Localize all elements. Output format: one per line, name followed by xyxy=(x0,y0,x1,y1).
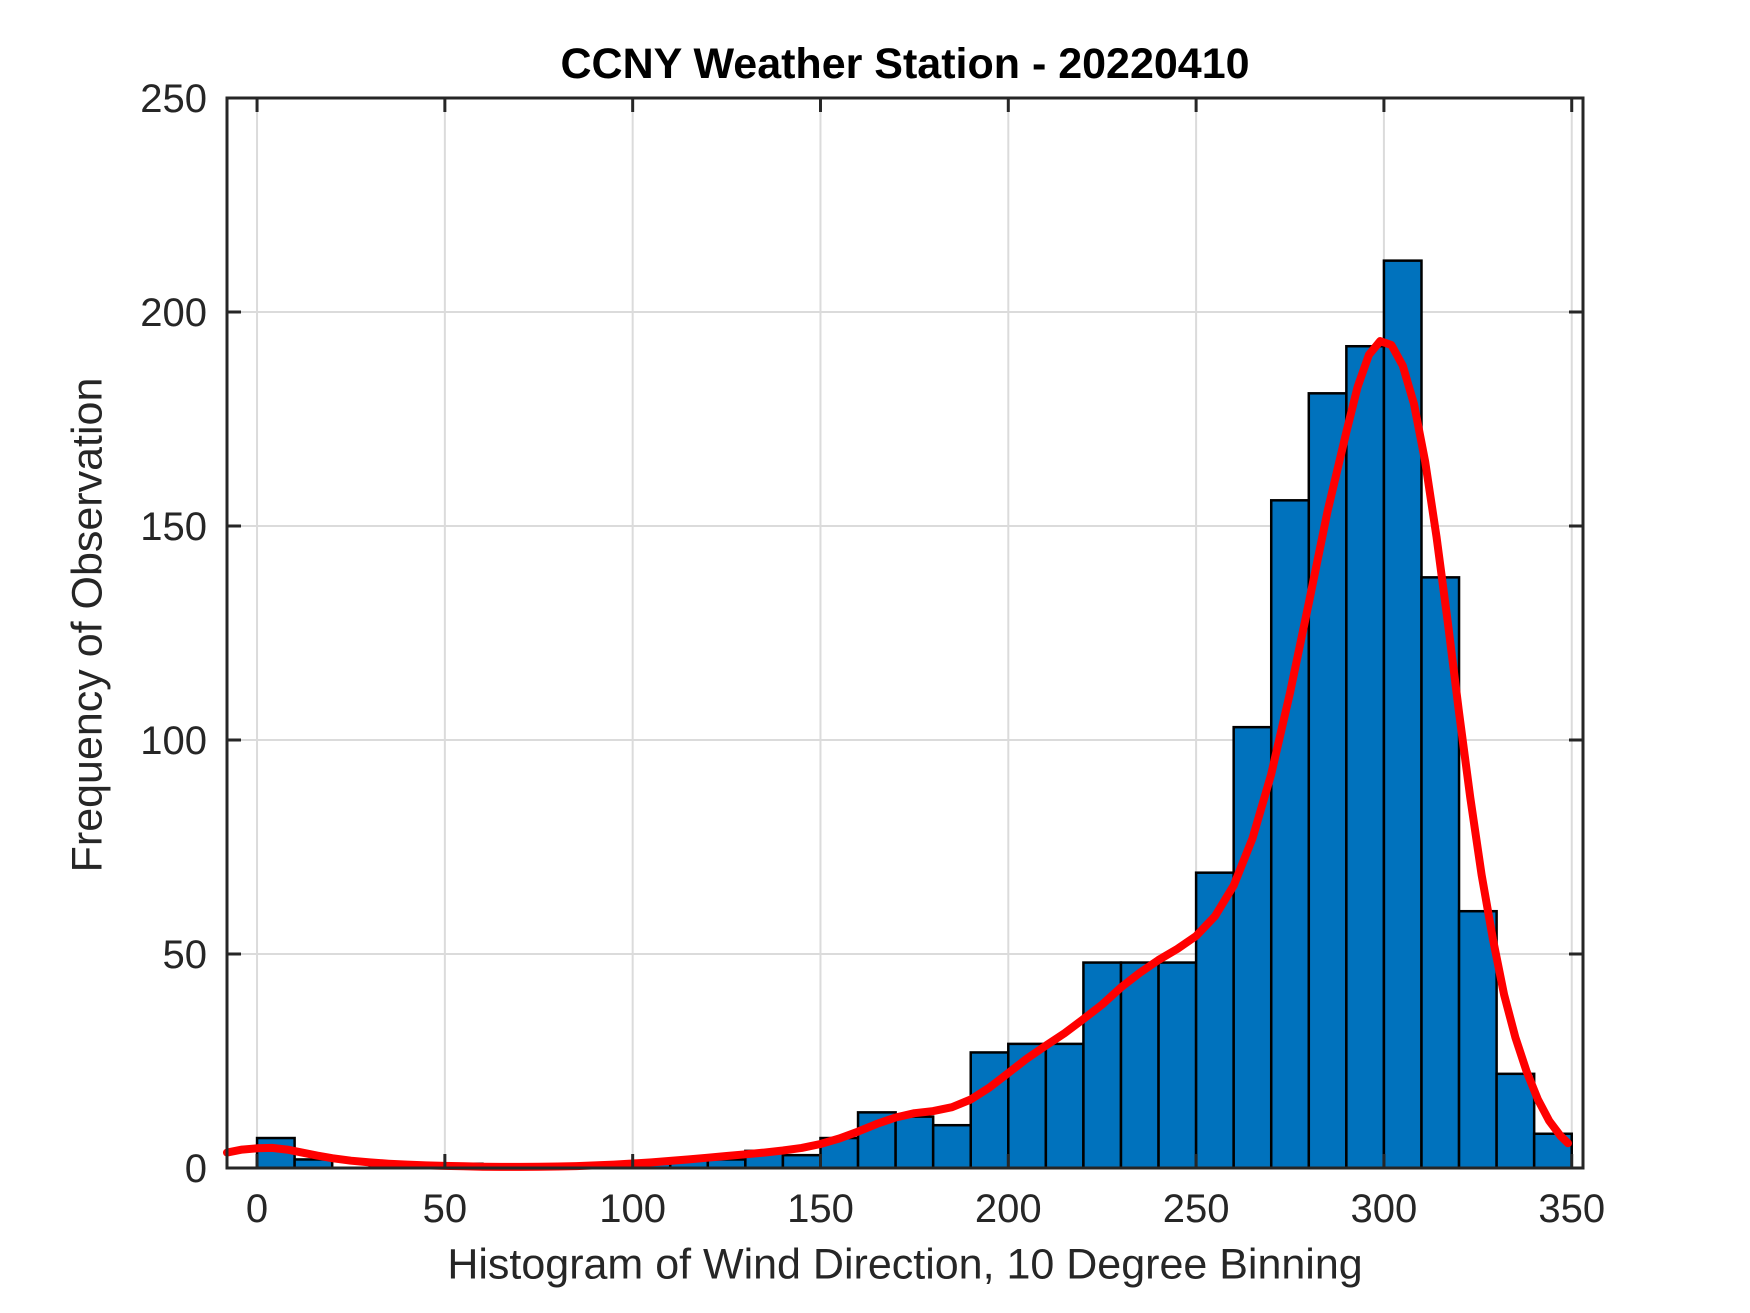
x-tick-label: 200 xyxy=(975,1187,1042,1231)
y-tick-label: 250 xyxy=(140,77,207,121)
y-tick-label: 50 xyxy=(163,933,208,977)
histogram-bar xyxy=(1457,909,1498,1170)
x-tick-label: 350 xyxy=(1538,1187,1605,1231)
x-axis-label: Histogram of Wind Direction, 10 Degree B… xyxy=(447,1240,1363,1289)
x-tick-label: 50 xyxy=(423,1187,468,1231)
histogram-bar xyxy=(781,1153,822,1170)
histogram-bar xyxy=(1345,344,1386,1170)
chart-title: CCNY Weather Station - 20220410 xyxy=(560,40,1250,88)
y-tick-label: 200 xyxy=(140,291,207,335)
x-tick-label: 100 xyxy=(599,1187,666,1231)
x-tick-label: 250 xyxy=(1163,1187,1230,1231)
histogram-bar xyxy=(931,1123,972,1170)
y-tick-label: 0 xyxy=(185,1147,207,1191)
y-tick-label: 100 xyxy=(140,719,207,763)
histogram-bar xyxy=(1269,499,1311,1170)
histogram-bar xyxy=(894,1115,935,1170)
y-tick-label: 150 xyxy=(140,505,207,549)
x-tick-label: 150 xyxy=(787,1187,854,1231)
y-axis-label: Frequency of Observation xyxy=(63,377,112,873)
fit-curve xyxy=(223,337,1572,1171)
histogram-bar xyxy=(1044,1042,1085,1170)
histogram-bar xyxy=(1157,961,1198,1170)
histogram-bar xyxy=(1495,1072,1536,1170)
histogram-bar xyxy=(969,1051,1010,1170)
x-tick-label: 300 xyxy=(1351,1187,1418,1231)
histogram-bar xyxy=(1082,961,1123,1170)
x-tick-label: 0 xyxy=(246,1187,268,1231)
histogram-bar xyxy=(1119,961,1160,1170)
axis-frame xyxy=(225,96,1585,1170)
